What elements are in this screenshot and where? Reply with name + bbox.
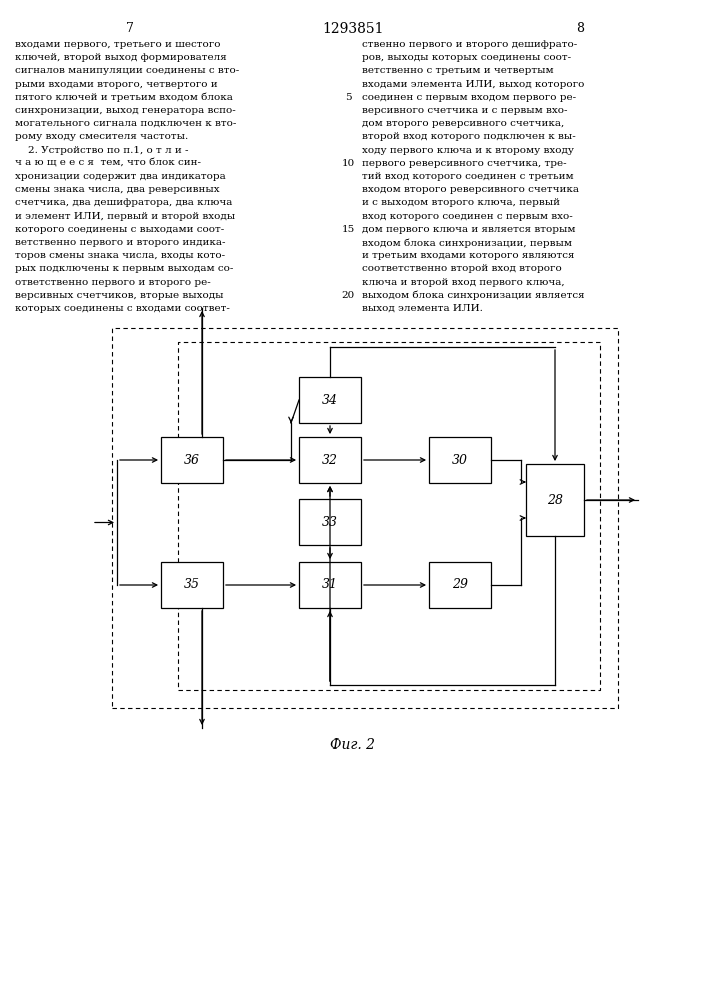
Text: 1293851: 1293851: [322, 22, 384, 36]
Text: и с выходом второго ключа, первый: и с выходом второго ключа, первый: [362, 198, 560, 207]
Text: и элемент ИЛИ, первый и второй входы: и элемент ИЛИ, первый и второй входы: [15, 212, 235, 221]
Text: второй вход которого подключен к вы-: второй вход которого подключен к вы-: [362, 132, 575, 141]
Bar: [299, 562, 361, 608]
Text: 5: 5: [345, 93, 351, 102]
Text: счетчика, два дешифратора, два ключа: счетчика, два дешифратора, два ключа: [15, 198, 233, 207]
Text: 30: 30: [452, 454, 468, 466]
Text: 36: 36: [184, 454, 200, 466]
Text: сигналов манипуляции соединены с вто-: сигналов манипуляции соединены с вто-: [15, 66, 239, 75]
Text: Фиг. 2: Фиг. 2: [330, 738, 375, 752]
Bar: [161, 562, 223, 608]
Text: 34: 34: [322, 393, 338, 406]
Text: входами первого, третьего и шестого: входами первого, третьего и шестого: [15, 40, 221, 49]
Text: хронизации содержит два индикатора: хронизации содержит два индикатора: [15, 172, 226, 181]
Text: смены знака числа, два реверсивных: смены знака числа, два реверсивных: [15, 185, 220, 194]
Text: входом блока синхронизации, первым: входом блока синхронизации, первым: [362, 238, 572, 247]
Bar: [161, 437, 223, 483]
Text: 10: 10: [341, 159, 355, 168]
Text: 20: 20: [341, 291, 355, 300]
Text: соответственно второй вход второго: соответственно второй вход второго: [362, 264, 562, 273]
Text: 15: 15: [341, 225, 355, 234]
Text: 28: 28: [547, 493, 563, 506]
Text: первого реверсивного счетчика, тре-: первого реверсивного счетчика, тре-: [362, 159, 566, 168]
Text: 29: 29: [452, 578, 468, 591]
Text: ответственно первого и второго ре-: ответственно первого и второго ре-: [15, 278, 211, 287]
Text: тий вход которого соединен с третьим: тий вход которого соединен с третьим: [362, 172, 573, 181]
Text: ходу первого ключа и к второму входу: ходу первого ключа и к второму входу: [362, 146, 574, 155]
Text: и третьим входами которого являются: и третьим входами которого являются: [362, 251, 575, 260]
Bar: [526, 464, 584, 536]
Text: 8: 8: [576, 22, 584, 35]
Text: ключей, второй выход формирователя: ключей, второй выход формирователя: [15, 53, 227, 62]
Text: 33: 33: [322, 516, 338, 528]
Text: ров, выходы которых соединены соот-: ров, выходы которых соединены соот-: [362, 53, 571, 62]
Text: входом второго реверсивного счетчика: входом второго реверсивного счетчика: [362, 185, 579, 194]
Text: версивных счетчиков, вторые выходы: версивных счетчиков, вторые выходы: [15, 291, 223, 300]
Bar: [299, 377, 361, 423]
Text: версивного счетчика и с первым вхо-: версивного счетчика и с первым вхо-: [362, 106, 568, 115]
Bar: [429, 437, 491, 483]
Text: синхронизации, выход генератора вспо-: синхронизации, выход генератора вспо-: [15, 106, 235, 115]
Text: торов смены знака числа, входы кото-: торов смены знака числа, входы кото-: [15, 251, 225, 260]
Text: 2. Устройство по п.1, о т л и -: 2. Устройство по п.1, о т л и -: [15, 146, 189, 155]
Text: ключа и второй вход первого ключа,: ключа и второй вход первого ключа,: [362, 278, 565, 287]
Text: выходом блока синхронизации является: выходом блока синхронизации является: [362, 291, 585, 300]
Text: 32: 32: [322, 454, 338, 466]
Text: дом второго реверсивного счетчика,: дом второго реверсивного счетчика,: [362, 119, 564, 128]
Text: дом первого ключа и является вторым: дом первого ключа и является вторым: [362, 225, 575, 234]
Text: 35: 35: [184, 578, 200, 591]
Text: ственно первого и второго дешифрато-: ственно первого и второго дешифрато-: [362, 40, 577, 49]
Text: 7: 7: [126, 22, 134, 35]
Text: соединен с первым входом первого ре-: соединен с первым входом первого ре-: [362, 93, 576, 102]
Text: ч а ю щ е е с я  тем, что блок син-: ч а ю щ е е с я тем, что блок син-: [15, 159, 201, 168]
Text: которого соединены с выходами соот-: которого соединены с выходами соот-: [15, 225, 224, 234]
Text: пятого ключей и третьим входом блока: пятого ключей и третьим входом блока: [15, 93, 233, 102]
Text: рых подключены к первым выходам со-: рых подключены к первым выходам со-: [15, 264, 233, 273]
Text: могательного сигнала подключен к вто-: могательного сигнала подключен к вто-: [15, 119, 236, 128]
Text: выход элемента ИЛИ.: выход элемента ИЛИ.: [362, 304, 483, 313]
Text: которых соединены с входами соответ-: которых соединены с входами соответ-: [15, 304, 230, 313]
Text: ветственно первого и второго индика-: ветственно первого и второго индика-: [15, 238, 226, 247]
Bar: [299, 499, 361, 545]
Bar: [299, 437, 361, 483]
Text: 31: 31: [322, 578, 338, 591]
Text: вход которого соединен с первым вхо-: вход которого соединен с первым вхо-: [362, 212, 573, 221]
Text: рыми входами второго, четвертого и: рыми входами второго, четвертого и: [15, 80, 218, 89]
Text: рому входу смесителя частоты.: рому входу смесителя частоты.: [15, 132, 188, 141]
Text: ветственно с третьим и четвертым: ветственно с третьим и четвертым: [362, 66, 554, 75]
Text: входами элемента ИЛИ, выход которого: входами элемента ИЛИ, выход которого: [362, 80, 585, 89]
Bar: [429, 562, 491, 608]
